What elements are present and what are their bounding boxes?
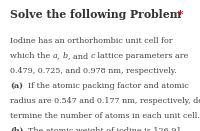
Text: (b): (b) <box>10 127 23 131</box>
Text: Solve the following Problem: Solve the following Problem <box>10 9 181 20</box>
Text: which the: which the <box>10 52 53 60</box>
Text: , and: , and <box>68 52 90 60</box>
Text: *: * <box>174 9 183 20</box>
Text: (a): (a) <box>10 82 23 90</box>
Text: If the atomic packing factor and atomic: If the atomic packing factor and atomic <box>23 82 189 90</box>
Text: 0.479, 0.725, and 0.978 nm, respectively.: 0.479, 0.725, and 0.978 nm, respectively… <box>10 67 177 75</box>
Text: lattice parameters are: lattice parameters are <box>95 52 188 60</box>
Text: c: c <box>90 52 95 60</box>
Text: a: a <box>53 52 58 60</box>
Text: ,: , <box>58 52 62 60</box>
Text: b: b <box>62 52 68 60</box>
Text: radius are 0.547 and 0.177 nm, respectively, de-: radius are 0.547 and 0.177 nm, respectiv… <box>10 97 200 105</box>
Text: The atomic weight of iodine is 126.91: The atomic weight of iodine is 126.91 <box>23 127 182 131</box>
Text: Iodine has an orthorhombic unit cell for: Iodine has an orthorhombic unit cell for <box>10 37 173 45</box>
Text: termine the number of atoms in each unit cell.: termine the number of atoms in each unit… <box>10 112 200 120</box>
